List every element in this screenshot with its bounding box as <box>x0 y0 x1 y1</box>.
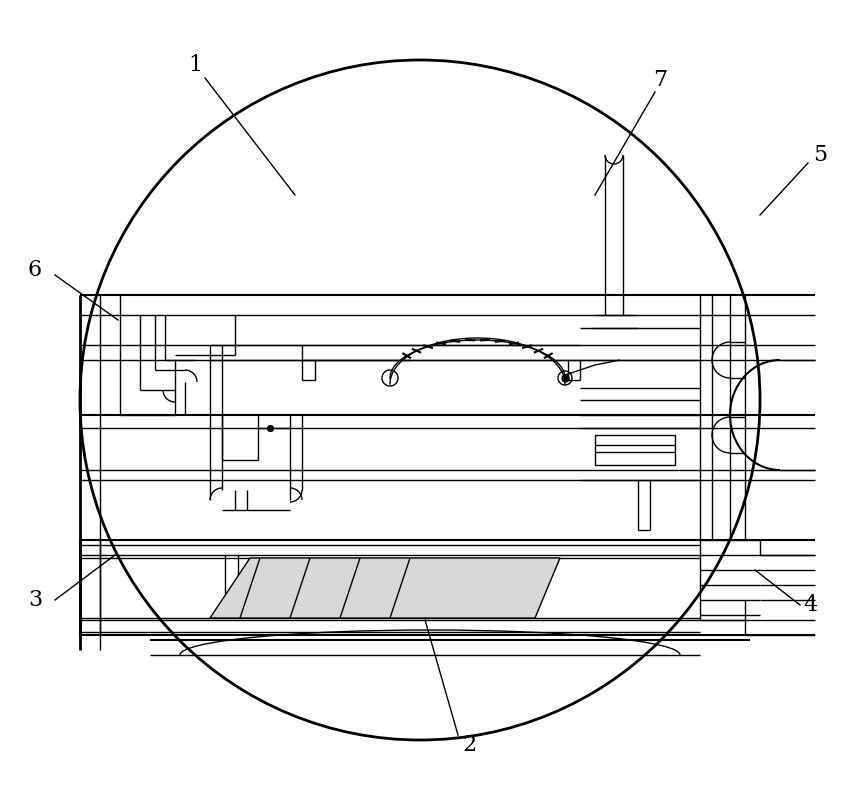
Text: 6: 6 <box>28 259 42 281</box>
Text: 4: 4 <box>803 594 817 616</box>
Text: 7: 7 <box>653 69 667 91</box>
Polygon shape <box>210 558 560 618</box>
Text: 3: 3 <box>28 589 42 611</box>
Text: 1: 1 <box>188 54 202 76</box>
Bar <box>595 435 675 465</box>
Text: 5: 5 <box>813 144 827 166</box>
Text: 2: 2 <box>463 734 477 756</box>
